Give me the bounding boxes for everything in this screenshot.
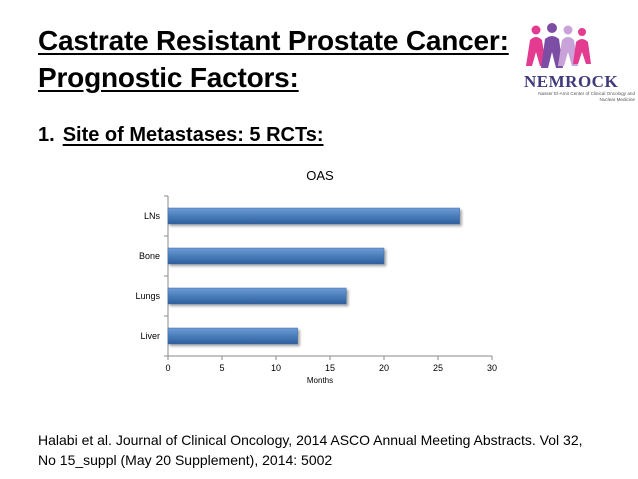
slide-title-line-2: Prognostic Factors: bbox=[38, 62, 299, 93]
x-axis-label: Months bbox=[307, 376, 333, 385]
logo-name: NEMROCK bbox=[524, 72, 619, 91]
plot-area: 0 5 10 15 20 25 30 Liver Lungs Bone LNs bbox=[135, 195, 497, 373]
chart-title: OAS bbox=[306, 168, 334, 183]
bullet-item: 1. Site of Metastases: 5 RCTs: bbox=[38, 122, 324, 148]
x-tick-label: 30 bbox=[487, 363, 497, 373]
y-category-label: Bone bbox=[139, 251, 160, 261]
oas-bar-chart: OAS 0 5 10 15 20 25 30 Liver Lungs Bone LNs Months bbox=[135, 168, 497, 385]
x-tick-label: 25 bbox=[433, 363, 443, 373]
x-tick-label: 0 bbox=[165, 363, 170, 373]
nemrock-logo-icon bbox=[526, 23, 591, 68]
bar-liver bbox=[167, 327, 298, 345]
x-tick-label: 20 bbox=[379, 363, 389, 373]
x-tick-label: 15 bbox=[325, 363, 335, 373]
citation: Halabi et al. Journal of Clinical Oncolo… bbox=[38, 432, 583, 468]
y-category-label: Liver bbox=[140, 331, 160, 341]
slide-title: Castrate Resistant Prostate Cancer: Prog… bbox=[38, 22, 518, 96]
bar-lungs bbox=[167, 287, 347, 305]
bullet-number: 1. bbox=[38, 124, 55, 146]
bar-bone bbox=[167, 247, 385, 265]
y-category-label: LNs bbox=[144, 211, 161, 221]
ribbon-figures-icon bbox=[526, 23, 591, 68]
x-tick-label: 5 bbox=[219, 363, 224, 373]
logo-subtitle: Nasser El-Amir Center of Clinical Oncolo… bbox=[538, 91, 635, 102]
bullet-text: Site of Metastases: 5 RCTs: bbox=[62, 124, 324, 146]
bar-lns bbox=[167, 207, 460, 225]
y-category-label: Lungs bbox=[135, 291, 160, 301]
slide-title-line-1: Castrate Resistant Prostate Cancer: bbox=[38, 25, 509, 56]
x-tick-label: 10 bbox=[271, 363, 281, 373]
